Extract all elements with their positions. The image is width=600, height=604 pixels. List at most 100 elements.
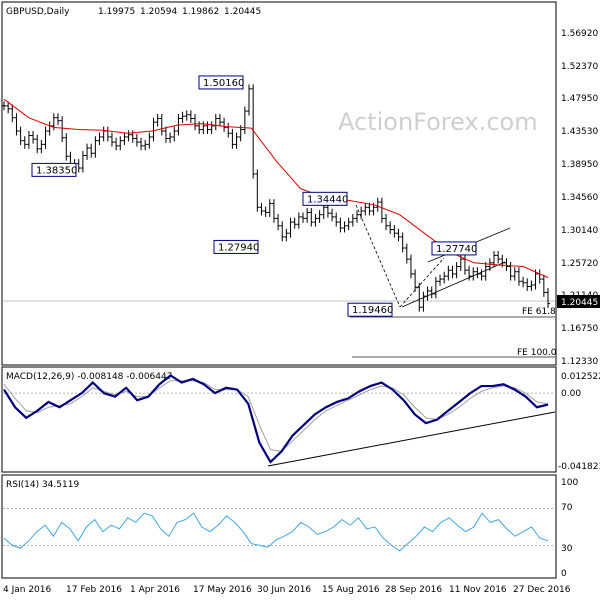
price-bar [379, 197, 384, 223]
price-bar [97, 132, 102, 146]
price-bar [400, 232, 405, 253]
price-bar [85, 143, 90, 160]
ohlc-close: 1.20445 [224, 7, 261, 17]
price-tick-label: 1.47950 [561, 94, 598, 104]
price-tick-label: 1.43530 [561, 127, 598, 137]
last-price-value: 1.20445 [561, 298, 598, 308]
price-bar [334, 212, 339, 227]
x-tick-label: 17 Feb 2016 [66, 585, 122, 595]
price-bar [147, 132, 152, 149]
price-bar [367, 202, 372, 216]
price-bar [433, 276, 438, 299]
price-bar [217, 114, 222, 127]
macd-panel-frame [1, 366, 557, 473]
price-bar [93, 136, 98, 158]
price-bar [504, 258, 509, 271]
price-bar [155, 114, 160, 127]
price-bar [55, 113, 60, 126]
ohlc-high: 1.20594 [140, 7, 177, 17]
price-bar [359, 206, 364, 220]
price-tick-label: 1.56920 [561, 29, 598, 39]
rsi-y-axis: 100 70 30 0 [561, 478, 578, 579]
dashed-leg-2 [399, 257, 445, 308]
price-bar [479, 269, 484, 281]
price-bar [76, 159, 81, 173]
rsi-tick-label: 100 [561, 478, 578, 488]
dashed-leg-1 [355, 204, 401, 308]
price-bar [296, 212, 301, 229]
price-bar [533, 269, 538, 290]
price-bar [105, 126, 110, 142]
macd-tick-label: -0.041823 [558, 462, 600, 472]
price-tick-label: 1.25720 [561, 259, 598, 269]
price-bar [205, 121, 210, 134]
price-bar [35, 134, 40, 154]
price-bar [31, 131, 36, 144]
rsi-tick-label: 70 [561, 503, 573, 513]
x-tick-label: 15 Aug 2016 [322, 585, 380, 595]
price-bar [516, 267, 521, 286]
macd-series [3, 374, 555, 464]
price-annotation: 1.27740 [431, 241, 477, 256]
price-bar [342, 221, 347, 233]
price-bar [467, 265, 472, 281]
price-bar [525, 278, 530, 291]
x-tick-label: 11 Nov 2016 [449, 585, 507, 595]
price-bar [251, 84, 256, 179]
macd-label: MACD(12,26,9) -0.008148 -0.006447 [6, 372, 172, 382]
price-bar [425, 286, 430, 301]
price-annotation: 1.34440 [302, 191, 348, 206]
price-bar [234, 132, 239, 149]
price-bar [284, 228, 289, 242]
price-bar [247, 84, 252, 116]
price-bar [193, 114, 198, 131]
price-bar [392, 225, 397, 238]
price-bar [300, 212, 305, 223]
price-bar [496, 250, 501, 264]
price-bar [89, 143, 94, 158]
price-bar [537, 269, 542, 284]
price-bar [188, 110, 193, 123]
price-bar [384, 213, 389, 231]
price-bar [354, 210, 359, 223]
price-bar [417, 282, 422, 312]
price-annotation: 1.19460 [347, 302, 393, 317]
ohlc-low: 1.19862 [182, 7, 219, 17]
price-bar [213, 114, 218, 131]
macd-signal-line [3, 380, 549, 452]
x-axis: 4 Jan 2016 17 Feb 2016 1 Apr 2016 17 May… [3, 585, 571, 595]
price-bar [483, 262, 488, 281]
x-tick-label: 30 Jun 2016 [257, 585, 311, 595]
price-bar [475, 267, 480, 279]
price-bar [404, 243, 409, 264]
price-bar [14, 113, 19, 136]
macd-y-axis: 0.012522 0.00 -0.041823 [558, 372, 600, 472]
price-bar [438, 274, 443, 286]
price-bar [413, 269, 418, 292]
price-bar [546, 287, 550, 308]
price-annotation: 1.38350 [31, 162, 77, 177]
price-tick-label: 1.38950 [561, 160, 598, 170]
price-bar [429, 286, 434, 299]
price-annotation: 1.27940 [213, 239, 259, 254]
symbol-label: GBPUSD,Daily [6, 7, 70, 17]
watermark: ActionForex.com [338, 108, 538, 136]
price-bar [230, 128, 235, 149]
price-bar [242, 106, 247, 134]
price-bar [267, 199, 272, 217]
price-bar [168, 132, 173, 143]
price-bar [305, 208, 310, 223]
price-annotations: 1.50160 1.38350 1.27940 1.34440 1.27740 1.194… [31, 75, 477, 317]
price-bar [363, 202, 368, 216]
rsi-line [3, 512, 549, 552]
price-bar [521, 276, 526, 288]
price-bar [346, 217, 351, 231]
rsi-tick-label: 30 [561, 544, 573, 554]
price-bar [263, 206, 268, 217]
price-annotation: 1.50160 [198, 75, 244, 90]
price-bar [114, 137, 119, 151]
price-bar [529, 280, 534, 291]
price-bar [39, 139, 44, 154]
price-bar [18, 126, 23, 146]
